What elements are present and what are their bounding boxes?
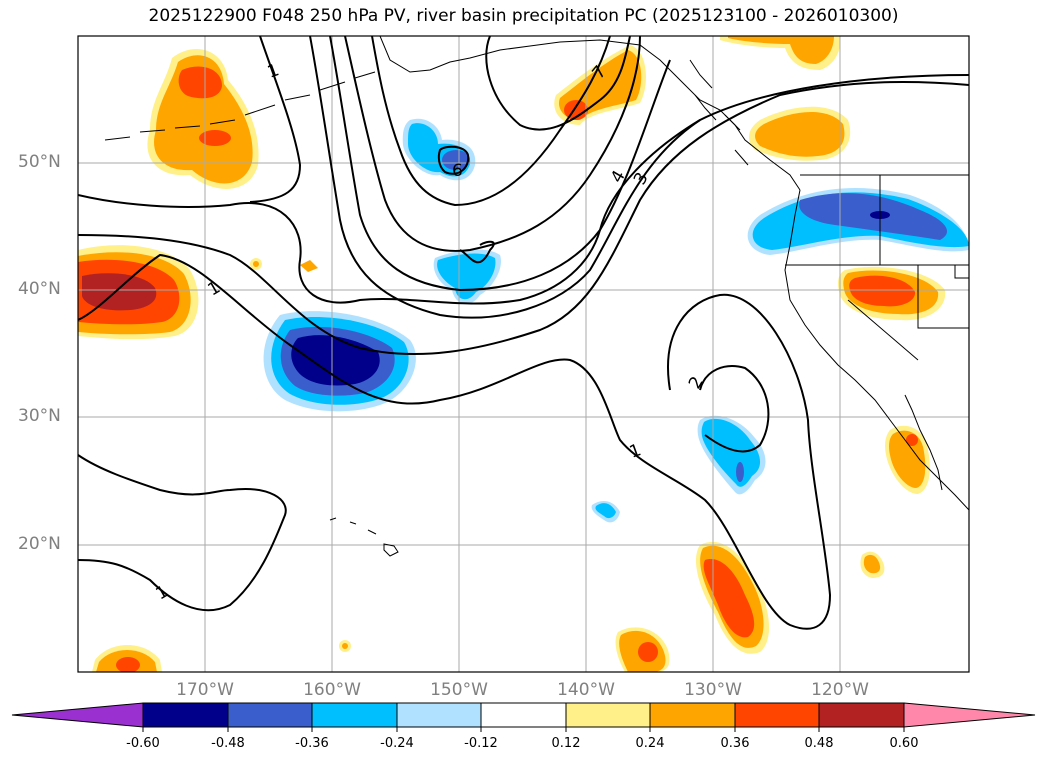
contour-label: 1 <box>265 60 282 82</box>
precip-negative <box>595 503 616 519</box>
precip-positive <box>863 554 881 574</box>
lon-label: 160°W <box>303 680 361 700</box>
colorbar-bin <box>818 702 905 728</box>
contour-label: 2 <box>685 373 708 392</box>
pv-contour-6 <box>344 36 641 252</box>
map-content: 1 1 1 1 2 3 4 6 7 <box>78 36 969 672</box>
precip-negative <box>437 253 496 300</box>
contour-label: 6 <box>452 161 463 181</box>
pv-contour-3 <box>78 81 969 356</box>
precip-negative <box>701 418 761 487</box>
us-west-coast <box>784 189 969 511</box>
precip-positive <box>728 36 834 64</box>
lon-label: 140°W <box>557 680 615 700</box>
colorbar-tick-label: -0.60 <box>126 736 160 751</box>
lon-label: 170°W <box>176 680 234 700</box>
colorbar-tick-label: -0.24 <box>380 736 414 751</box>
colorbar-tick-label: 0.24 <box>635 736 665 751</box>
contour-label: 1 <box>627 440 644 462</box>
precip-shading <box>78 36 969 672</box>
colorbar-bin <box>734 702 820 728</box>
pv-contour-5 <box>329 36 671 292</box>
colorbar-bin <box>311 702 398 728</box>
coastlines <box>104 36 969 557</box>
lon-label: 150°W <box>430 680 488 700</box>
precip-positive <box>638 642 658 662</box>
precip-positive <box>116 657 140 672</box>
precip-positive <box>199 130 231 146</box>
colorbar-bin <box>480 702 567 728</box>
alaska-coast <box>379 36 801 191</box>
pv-contour-mid <box>459 240 495 264</box>
map-title: 2025122900 F048 250 hPa PV, river basin … <box>148 6 899 26</box>
lon-label: 130°W <box>684 680 742 700</box>
aleutian-islands <box>104 71 376 141</box>
lat-label: 20°N <box>18 534 61 554</box>
precip-positive <box>253 261 259 267</box>
precip-positive <box>703 559 755 638</box>
pv-contour-inner <box>249 36 302 203</box>
colorbar-tick-label: 0.48 <box>804 736 834 751</box>
colorbar-tick-label: -0.48 <box>211 736 245 751</box>
colorbar <box>11 702 1036 732</box>
colorbar-bin <box>142 702 229 728</box>
precip-positive <box>849 275 916 307</box>
haida-gwaii <box>734 149 749 166</box>
pv-contours <box>78 36 969 630</box>
precip-positive <box>906 434 918 446</box>
pv-contour-6b <box>437 145 470 175</box>
colorbar-under <box>11 702 144 728</box>
precip-positive <box>889 430 926 488</box>
colorbar-over <box>903 702 1036 728</box>
precip-positive <box>154 55 253 184</box>
pv-contour-7 <box>371 36 611 207</box>
colorbar-tick-label: -0.36 <box>295 736 329 751</box>
hawaii-islands <box>329 517 399 557</box>
pv-contour-2 <box>699 365 770 453</box>
colorbar-tick-label: -0.12 <box>464 736 498 751</box>
pv-contour-1-sw <box>78 454 287 612</box>
map-frame <box>77 35 970 673</box>
state-borders <box>785 175 969 361</box>
lon-label: 120°W <box>811 680 869 700</box>
contour-label: 4 <box>607 167 630 186</box>
colorbar-bin <box>649 702 736 728</box>
colorbar-tick-label: 0.60 <box>889 736 919 751</box>
colorbar-bin <box>565 702 651 728</box>
pv-contour-1-west <box>78 74 969 305</box>
gridlines <box>78 36 969 672</box>
baja-california <box>904 394 943 491</box>
bc-islands <box>689 59 741 131</box>
precip-positive <box>82 273 157 311</box>
colorbar-bin <box>396 702 482 728</box>
precip-negative <box>442 150 470 170</box>
lat-label: 40°N <box>18 279 61 299</box>
precip-positive <box>300 260 318 272</box>
precip-positive <box>755 111 845 157</box>
precip-positive <box>178 66 222 99</box>
pv-contour-alaska <box>485 36 631 131</box>
lat-label: 30°N <box>18 406 61 426</box>
precip-positive <box>342 643 348 649</box>
contour-label: 1 <box>153 582 172 605</box>
pv-contour-4 <box>309 36 701 319</box>
colorbar-ticks <box>142 727 905 732</box>
pv-contour-1-south <box>78 253 832 630</box>
lat-label: 50°N <box>18 152 61 172</box>
precip-negative <box>736 462 744 482</box>
colorbar-bin <box>227 702 313 728</box>
colorbar-tick-label: 0.12 <box>551 736 581 751</box>
colorbar-tick-label: 0.36 <box>720 736 750 751</box>
